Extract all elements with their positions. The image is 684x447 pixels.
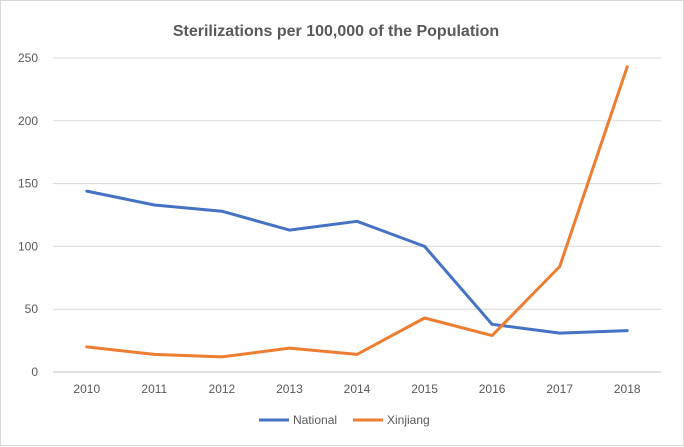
series-line-national [85,189,629,335]
x-tick-label: 2017 [546,382,573,396]
x-tick-label: 2016 [479,382,506,396]
y-axis-ticks: 0 50 100 150 200 250 [18,51,38,379]
y-tick-label: 150 [18,177,38,191]
gridlines [53,57,661,373]
x-tick-label: 2013 [276,382,303,396]
x-tick-label: 2018 [614,382,641,396]
legend-label-national: National [293,413,337,427]
y-tick-label: 100 [18,239,38,253]
y-tick-label: 50 [25,302,39,316]
chart-title: Sterilizations per 100,000 of the Popula… [173,23,499,40]
x-tick-label: 2015 [411,382,438,396]
x-axis-ticks: 2010 2011 2012 2013 2014 2015 2016 2017 2018 [73,382,640,396]
y-tick-label: 250 [18,51,38,65]
legend: National Xinjiang [259,413,430,427]
y-tick-label: 0 [31,365,38,379]
legend-label-xinjiang: Xinjiang [387,413,430,427]
series-line-xinjiang [85,65,629,359]
y-tick-label: 200 [18,114,38,128]
x-tick-label: 2012 [209,382,236,396]
x-tick-label: 2014 [344,382,371,396]
x-tick-label: 2010 [73,382,100,396]
series-lines [85,65,629,359]
x-tick-label: 2011 [141,382,167,396]
